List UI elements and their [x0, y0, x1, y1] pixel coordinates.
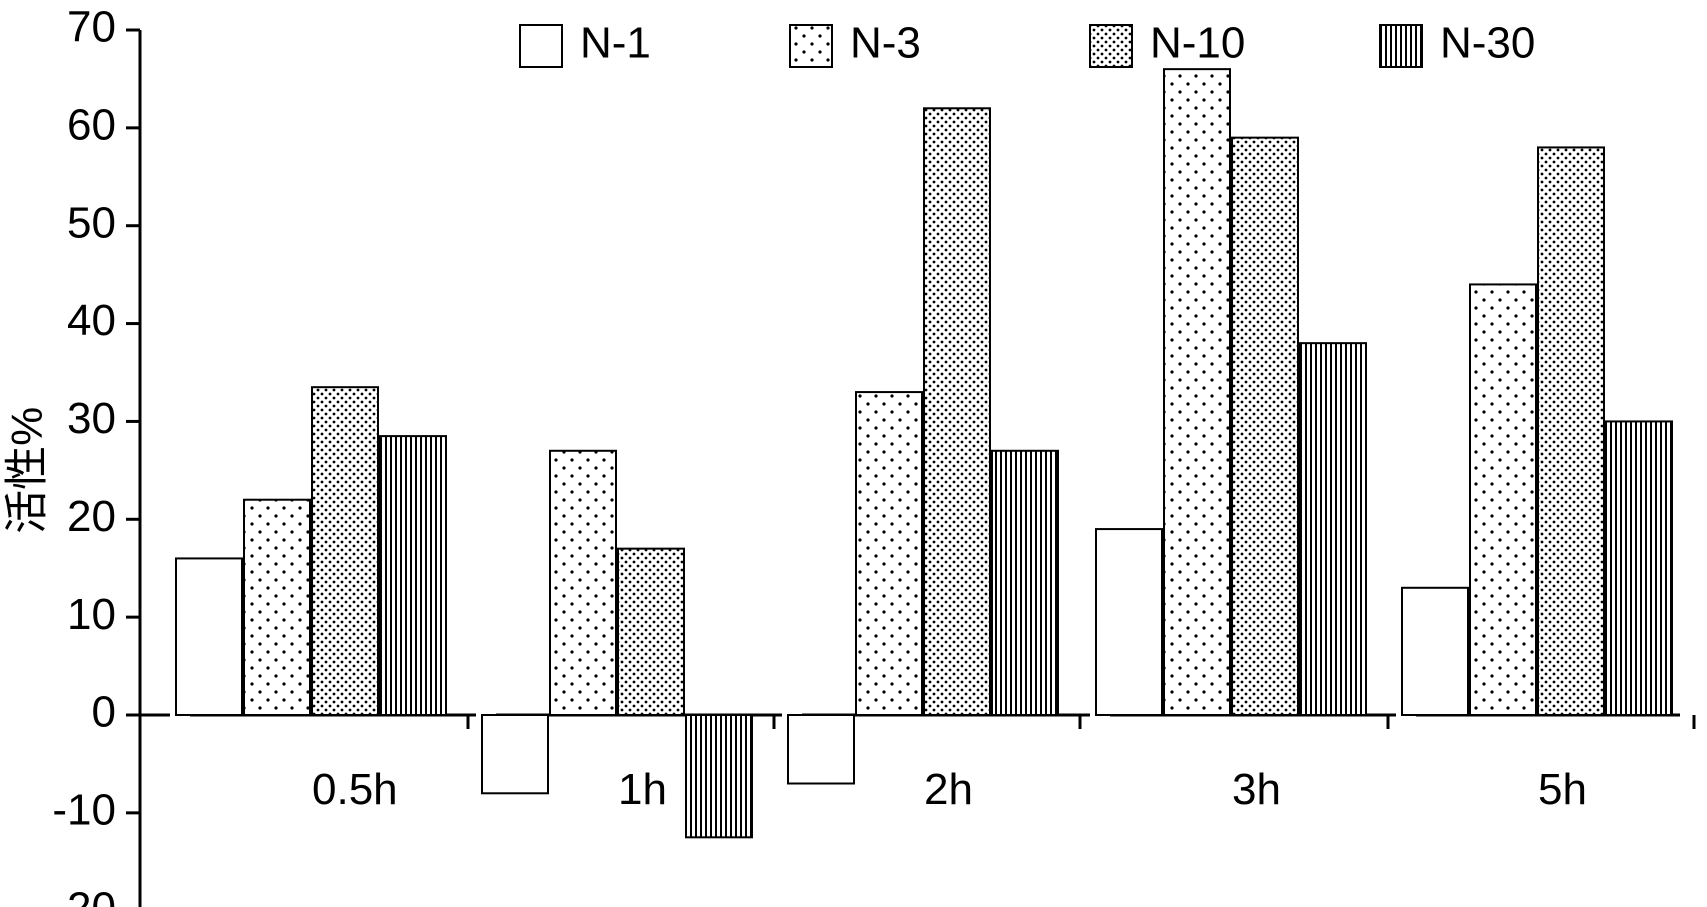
legend-swatch	[520, 25, 562, 67]
category-label: 2h	[924, 765, 973, 814]
y-tick-label: 20	[67, 492, 116, 541]
bar	[1606, 421, 1672, 715]
y-tick-label: 30	[67, 394, 116, 443]
legend-label: N-10	[1150, 19, 1245, 68]
y-tick-label: 10	[67, 590, 116, 639]
bar	[686, 715, 752, 837]
bar	[312, 387, 378, 715]
category-label: 5h	[1538, 765, 1587, 814]
bar	[244, 500, 310, 715]
y-tick-label: 50	[67, 198, 116, 247]
y-tick-label: -10	[52, 785, 116, 834]
y-tick-label: 60	[67, 100, 116, 149]
legend-label: N-1	[580, 19, 651, 68]
legend-label: N-3	[850, 19, 921, 68]
bar	[856, 392, 922, 715]
bar	[482, 715, 548, 793]
bar	[176, 558, 242, 715]
bar	[1470, 284, 1536, 715]
category-label: 3h	[1232, 765, 1281, 814]
legend-label: N-30	[1440, 19, 1535, 68]
bar	[992, 451, 1058, 715]
y-tick-label: 0	[92, 688, 116, 737]
bar	[924, 108, 990, 715]
legend-swatch	[1090, 25, 1132, 67]
y-tick-label: 70	[67, 3, 116, 52]
bar	[1164, 69, 1230, 715]
bar	[1402, 588, 1468, 715]
bar	[788, 715, 854, 784]
bar	[618, 549, 684, 715]
legend-swatch	[1380, 25, 1422, 67]
bar	[1232, 138, 1298, 715]
category-label: 1h	[618, 765, 667, 814]
legend-swatch	[790, 25, 832, 67]
bar	[1096, 529, 1162, 715]
y-axis-label: 活性%	[3, 407, 52, 534]
activity-bar-chart: -20 -10 0 10 20 30 40 50 60 70 活性% 0.5h 1h 2h 3h 5h N-1 N…	[0, 0, 1707, 907]
bar	[550, 451, 616, 715]
category-label: 0.5h	[312, 765, 398, 814]
bar	[380, 436, 446, 715]
y-tick-label: -20	[52, 883, 116, 907]
bar	[1538, 147, 1604, 715]
y-tick-label: 40	[67, 296, 116, 345]
bar	[1300, 343, 1366, 715]
